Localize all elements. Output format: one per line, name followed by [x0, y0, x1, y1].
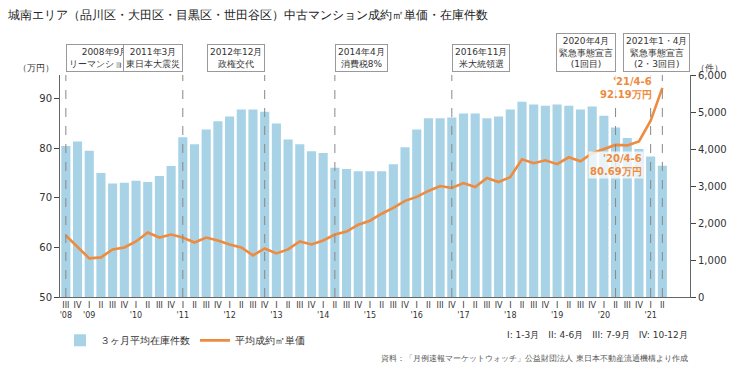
- svg-text:I'18: I'18: [504, 301, 516, 320]
- svg-text:I'09: I'09: [83, 301, 95, 320]
- svg-text:'21/4-692.19万円: '21/4-692.19万円: [600, 76, 652, 100]
- svg-text:III: III: [530, 301, 537, 310]
- svg-text:I'15: I'15: [364, 301, 376, 320]
- svg-text:2021年1・4月緊急事態宣言(2・3回目): 2021年1・4月緊急事態宣言(2・3回目): [626, 36, 687, 69]
- svg-text:I'16: I'16: [411, 301, 423, 320]
- svg-text:II: II: [426, 301, 431, 310]
- svg-text:IV: IV: [74, 301, 82, 310]
- svg-text:IV: IV: [214, 301, 222, 310]
- svg-text:2011年3月東日本大震災: 2011年3月東日本大震災: [126, 47, 180, 69]
- svg-text:III: III: [203, 301, 210, 310]
- svg-text:I'17: I'17: [457, 301, 469, 320]
- svg-text:IV: IV: [261, 301, 269, 310]
- svg-text:I'20: I'20: [598, 301, 610, 320]
- svg-text:II: II: [192, 301, 197, 310]
- svg-text:II: II: [613, 301, 618, 310]
- svg-text:I'11: I'11: [177, 301, 189, 320]
- svg-text:II: II: [520, 301, 525, 310]
- svg-text:I'19: I'19: [551, 301, 563, 320]
- svg-text:I'12: I'12: [223, 301, 235, 320]
- svg-text:2012年12月政権交代: 2012年12月政権交代: [210, 47, 262, 69]
- svg-text:I'14: I'14: [317, 301, 329, 320]
- svg-text:I'10: I'10: [130, 301, 142, 320]
- svg-text:資料：「月例速報マーケットウォッチ」公益財団法人 東日本不動: 資料：「月例速報マーケットウォッチ」公益財団法人 東日本不動産流通機構より作成: [381, 354, 688, 363]
- svg-text:IV: IV: [588, 301, 596, 310]
- svg-text:3,000: 3,000: [698, 181, 727, 192]
- svg-text:IV: IV: [448, 301, 456, 310]
- svg-text:IV: IV: [167, 301, 175, 310]
- svg-text:III: III: [624, 301, 631, 310]
- svg-text:6,000: 6,000: [698, 70, 727, 81]
- svg-text:II: II: [473, 301, 478, 310]
- svg-text:II: II: [379, 301, 384, 310]
- svg-text:5,000: 5,000: [698, 107, 727, 118]
- svg-text:３ヶ月平均在庫件数: ３ヶ月平均在庫件数: [100, 335, 190, 346]
- svg-text:III: III: [577, 301, 584, 310]
- svg-text:IV: IV: [495, 301, 503, 310]
- svg-text:（万円）: （万円）: [18, 63, 54, 73]
- svg-text:2,000: 2,000: [698, 218, 727, 229]
- svg-text:0: 0: [698, 292, 704, 303]
- svg-text:70: 70: [39, 192, 52, 203]
- svg-text:'20/4-680.69万円: '20/4-680.69万円: [590, 153, 642, 177]
- svg-text:III: III: [483, 301, 490, 310]
- svg-text:II: II: [286, 301, 291, 310]
- svg-text:IV: IV: [635, 301, 643, 310]
- svg-text:IV: IV: [308, 301, 316, 310]
- svg-text:I'13: I'13: [270, 301, 282, 320]
- svg-text:II: II: [660, 301, 665, 310]
- svg-text:IV: IV: [401, 301, 409, 310]
- svg-text:III'08: III'08: [60, 301, 72, 320]
- svg-text:平均成約㎡単価: 平均成約㎡単価: [235, 335, 305, 346]
- svg-text:I'21: I'21: [644, 301, 656, 320]
- svg-text:4,000: 4,000: [698, 144, 727, 155]
- svg-text:城南エリア（品川区・大田区・目黒区・世田谷区）中古マンション: 城南エリア（品川区・大田区・目黒区・世田谷区）中古マンション成約㎡単価・在庫件数: [7, 8, 488, 22]
- svg-text:IV: IV: [541, 301, 549, 310]
- svg-text:1,000: 1,000: [698, 255, 727, 266]
- svg-text:III: III: [109, 301, 116, 310]
- svg-text:2016年11月米大統領選: 2016年11月米大統領選: [455, 47, 507, 69]
- svg-text:III: III: [249, 301, 256, 310]
- svg-text:I: 1-3月 II: 4-6月 III: 7-9月 IV:: I: 1-3月 II: 4-6月 III: 7-9月 IV: 10-12月: [507, 330, 688, 340]
- svg-text:（件）: （件）: [696, 63, 723, 73]
- svg-text:2008年9月リーマンショック: 2008年9月リーマンショック: [69, 47, 141, 69]
- svg-text:II: II: [99, 301, 104, 310]
- svg-text:III: III: [343, 301, 350, 310]
- svg-text:II: II: [566, 301, 571, 310]
- svg-text:III: III: [390, 301, 397, 310]
- svg-text:III: III: [437, 301, 444, 310]
- svg-text:50: 50: [39, 292, 52, 303]
- svg-text:2014年4月消費税8%: 2014年4月消費税8%: [338, 47, 385, 69]
- svg-text:II: II: [333, 301, 338, 310]
- svg-text:2020年4月緊急事態宣言(1回目): 2020年4月緊急事態宣言(1回目): [559, 36, 613, 69]
- svg-text:IV: IV: [120, 301, 128, 310]
- svg-text:III: III: [156, 301, 163, 310]
- svg-text:II: II: [239, 301, 244, 310]
- svg-text:60: 60: [39, 242, 52, 253]
- svg-text:IV: IV: [354, 301, 362, 310]
- svg-text:II: II: [145, 301, 150, 310]
- svg-text:III: III: [296, 301, 303, 310]
- svg-text:80: 80: [39, 143, 52, 154]
- svg-text:90: 90: [39, 93, 52, 104]
